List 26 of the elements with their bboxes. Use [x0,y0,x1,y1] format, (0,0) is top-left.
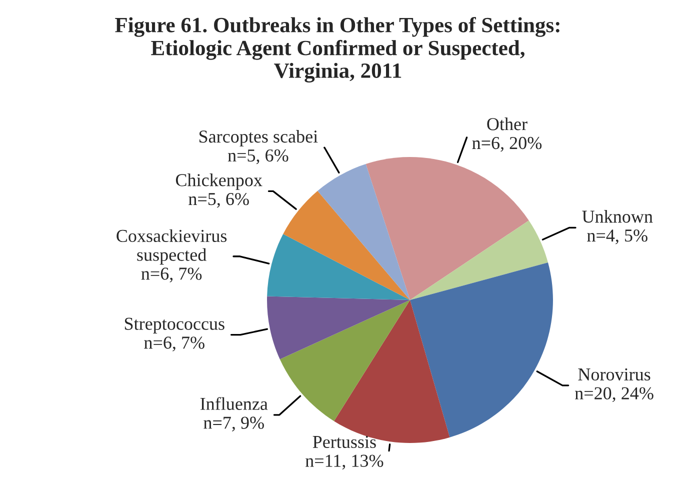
slice-label: Norovirus [578,368,650,381]
pie-slice [410,262,553,438]
data-label: n=6, 20% [472,136,542,152]
pie-slice [267,234,410,300]
data-label: n=4, 5% [587,229,648,244]
pie-slice [318,164,410,300]
data-label: n=20, 24% [574,387,654,402]
slice-label: Unknown [582,210,653,223]
data-label: n=11, 13% [306,454,384,470]
pie-slice [366,157,529,300]
chart-title: Figure 61. Outbreaks in Other Types of Settings: Etiologic Agent Confirmed or Suspected, Virginia, 2011 [115,16,560,83]
slice-label: Influenza [200,397,268,410]
slice-label: Sarcoptes scabei [199,130,318,146]
pie-slice [267,296,410,360]
pie-slice [283,190,410,300]
slice-label: Streptococcus [124,318,224,334]
data-label: n=5, 6% [228,149,288,164]
slice-label: Chickenpox [176,174,262,190]
data-label: n=7, 9% [204,416,264,432]
slice-label: Other [487,118,528,130]
slice-label: Pertussis [312,436,376,448]
data-label: n=5, 6% [188,192,249,208]
data-label: n=6, 7% [144,336,204,352]
pie-slice [280,300,410,422]
pie-slice [410,220,548,300]
data-label: n=6, 7% [141,268,202,282]
